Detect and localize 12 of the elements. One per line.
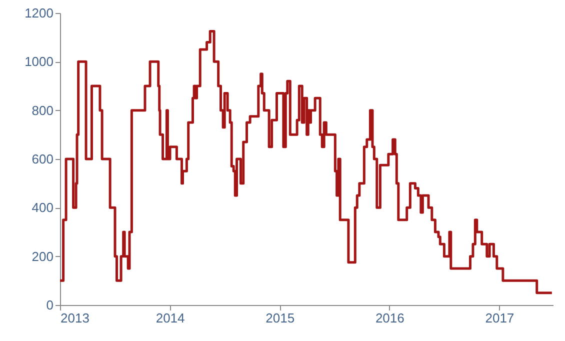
x-tick-label: 2013 bbox=[60, 310, 90, 326]
x-tick-label: 2014 bbox=[156, 310, 185, 326]
y-tick-label: 0 bbox=[46, 298, 54, 312]
x-tick-label: 2015 bbox=[266, 310, 295, 326]
y-tick-label: 1000 bbox=[24, 54, 54, 70]
y-tick-label: 1200 bbox=[24, 6, 54, 20]
y-tick-label: 200 bbox=[32, 248, 54, 264]
x-tick-label: 2016 bbox=[375, 310, 404, 326]
y-tick-label: 800 bbox=[32, 102, 54, 118]
y-tick-label: 400 bbox=[32, 200, 54, 216]
y-tick-label: 600 bbox=[32, 152, 54, 166]
x-tick-label: 2017 bbox=[485, 310, 514, 326]
